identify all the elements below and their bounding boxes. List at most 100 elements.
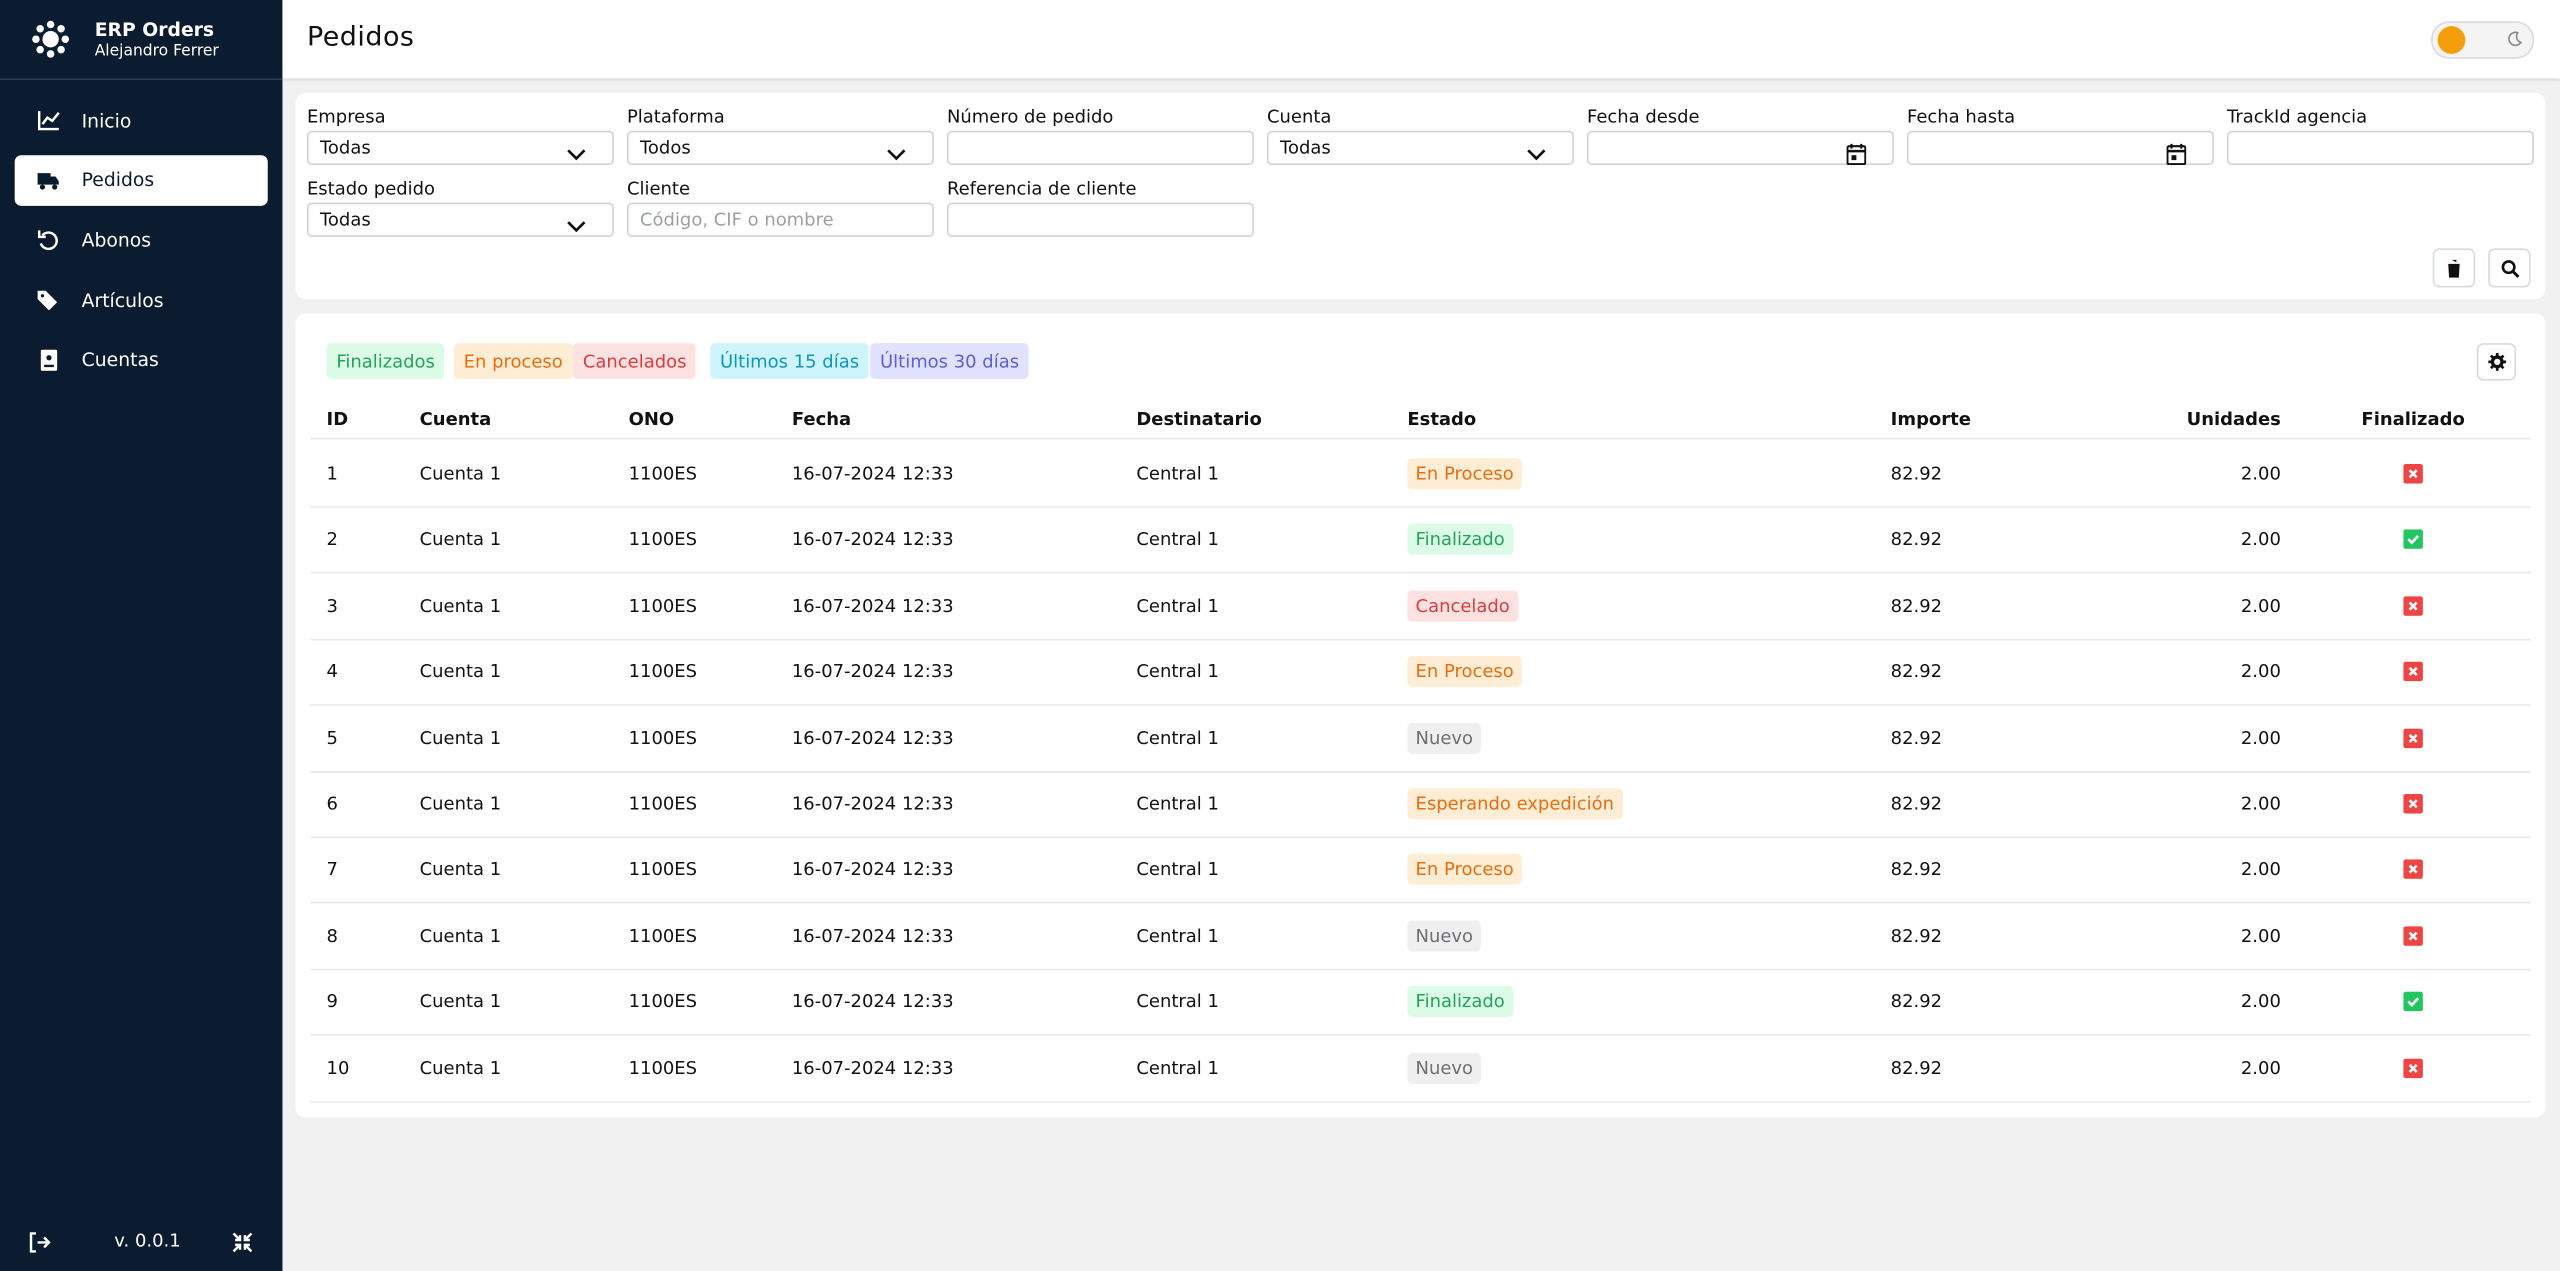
filter-input[interactable]: Todas <box>1266 130 1574 166</box>
finalizado-no-wrap <box>2403 463 2423 484</box>
filter-input[interactable] <box>2227 130 2534 166</box>
filter-input[interactable]: Todas <box>306 202 614 237</box>
column-header: Cuenta <box>419 408 492 430</box>
row-line <box>310 506 2531 509</box>
cell-importe: 82.92 <box>1890 595 1943 617</box>
cell-importe: 82.92 <box>1890 463 1943 485</box>
filter-input[interactable]: Todos <box>626 130 934 166</box>
quick-filter-chip[interactable]: Cancelados <box>573 343 697 380</box>
settings-button[interactable] <box>2476 343 2516 381</box>
cell-fecha: 16-07-2024 12:33 <box>791 463 954 485</box>
column-header: ONO <box>628 408 675 430</box>
nav-item[interactable]: Artículos <box>15 275 268 326</box>
filter-input[interactable]: Código, CIF o nombre <box>626 202 934 237</box>
sidebar: ERP Orders Alejandro Ferrer Inicio Pedido… <box>0 0 283 1271</box>
cell-id: 6 <box>326 793 338 815</box>
gear-icon <box>2487 352 2506 371</box>
collapse-icon[interactable] <box>232 1232 253 1253</box>
finalizado-no <box>2403 793 2423 814</box>
quick-filter-chip[interactable]: En proceso <box>453 343 573 380</box>
quick-filter-chip[interactable]: Últimos 15 días <box>710 343 869 380</box>
column-header: Fecha <box>791 408 852 430</box>
cell-unidades: 2.00 <box>2240 727 2281 749</box>
theme-toggle[interactable] <box>2431 21 2534 59</box>
cell-importe: 82.92 <box>1890 661 1943 683</box>
chevron-icon <box>887 149 906 161</box>
header: Pedidos <box>282 0 2560 79</box>
cell-cuenta: Cuenta 1 <box>419 595 502 617</box>
cell-destinatario: Central 1 <box>1136 793 1219 815</box>
nav-icon <box>37 230 58 251</box>
finalizado-yes-wrap <box>2403 529 2423 550</box>
quick-filter-chip[interactable]: Últimos 30 días <box>870 343 1029 380</box>
cell-cuenta: Cuenta 1 <box>419 727 502 749</box>
quick-filter-chip[interactable]: Finalizados <box>326 343 445 380</box>
row-line <box>310 968 2531 971</box>
finalizado-no-wrap <box>2403 595 2423 616</box>
finalizado-no-wrap <box>2403 925 2423 946</box>
filter-input[interactable] <box>1586 130 1894 166</box>
cell-cuenta: Cuenta 1 <box>419 463 502 485</box>
status-badge: Nuevo <box>1407 920 1482 952</box>
column-header: Destinatario <box>1136 408 1262 430</box>
filter-input[interactable]: Todas <box>306 130 614 166</box>
row-line <box>310 836 2531 839</box>
cell-ono: 1100ES <box>628 661 698 683</box>
nav-item[interactable]: Abonos <box>15 215 268 266</box>
filter-input[interactable] <box>946 202 1254 237</box>
column-header: Finalizado <box>2361 408 2465 430</box>
nav-icon-wrap <box>15 349 82 371</box>
row-line <box>310 638 2531 641</box>
row-line <box>310 704 2531 707</box>
filter-card: Empresa Todas Plataforma Todos Número de ped… <box>295 93 2546 299</box>
cell-cuenta: Cuenta 1 <box>419 661 502 683</box>
filter-label: Empresa <box>306 106 386 128</box>
cell-cuenta: Cuenta 1 <box>419 529 502 551</box>
cell-fecha: 16-07-2024 12:33 <box>791 727 954 749</box>
cell-importe: 82.92 <box>1890 727 1943 749</box>
cell-fecha: 16-07-2024 12:33 <box>791 925 954 947</box>
logout-icon[interactable] <box>28 1232 51 1253</box>
row-line <box>310 1100 2531 1103</box>
cell-destinatario: Central 1 <box>1136 595 1219 617</box>
filter-label: Cuenta <box>1266 106 1332 128</box>
column-header: ID <box>326 408 349 430</box>
cell-fecha: 16-07-2024 12:33 <box>791 1057 954 1079</box>
cell-cuenta: Cuenta 1 <box>419 1057 502 1079</box>
cell-cuenta: Cuenta 1 <box>419 859 502 881</box>
cell-unidades: 2.00 <box>2240 991 2281 1013</box>
cell-destinatario: Central 1 <box>1136 661 1219 683</box>
cell-destinatario: Central 1 <box>1136 529 1219 551</box>
cell-unidades: 2.00 <box>2240 595 2281 617</box>
nav-item[interactable]: Cuentas <box>15 335 268 386</box>
toggle-knob <box>2437 26 2466 54</box>
column-header: Estado <box>1407 408 1477 430</box>
cell-fecha: 16-07-2024 12:33 <box>791 595 954 617</box>
filter-value: Todas <box>320 137 371 159</box>
nav-label: Inicio <box>81 108 132 132</box>
nav-label: Cuentas <box>81 348 159 372</box>
finalizado-no <box>2403 661 2423 682</box>
search-button[interactable] <box>2488 248 2531 288</box>
filter-input[interactable] <box>946 130 1254 166</box>
search-icon <box>2500 259 2519 277</box>
filter-label: Estado pedido <box>306 178 436 200</box>
calendar-icon <box>1846 143 1867 166</box>
nav-item[interactable]: Inicio <box>15 95 268 146</box>
chevron-icon <box>1527 149 1546 161</box>
cell-fecha: 16-07-2024 12:33 <box>791 991 954 1013</box>
column-header: Unidades <box>2186 408 2281 430</box>
clear-button[interactable] <box>2432 248 2476 288</box>
header-line <box>310 437 2531 440</box>
table-card <box>295 313 2546 1118</box>
cell-ono: 1100ES <box>628 529 698 551</box>
nav-label: Artículos <box>81 288 164 312</box>
filter-label: Fecha hasta <box>1906 106 2016 128</box>
filter-input[interactable] <box>1906 130 2214 166</box>
finalizado-no <box>2403 463 2423 484</box>
app-title: ERP Orders <box>94 17 215 41</box>
row-line <box>310 1034 2531 1037</box>
cell-unidades: 2.00 <box>2240 925 2281 947</box>
finalizado-no <box>2403 925 2423 946</box>
nav-item[interactable]: Pedidos <box>14 154 268 206</box>
